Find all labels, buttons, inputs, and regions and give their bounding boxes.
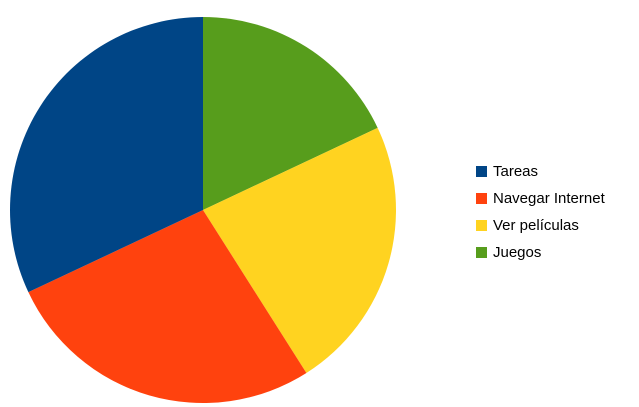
legend-label: Tareas bbox=[493, 163, 539, 180]
legend-label: Ver películas bbox=[493, 217, 579, 234]
legend-swatch bbox=[476, 193, 487, 204]
legend-item: Navegar Internet bbox=[476, 185, 605, 212]
legend: Tareas Navegar Internet Ver películas Juego… bbox=[476, 158, 605, 266]
legend-swatch bbox=[476, 166, 487, 177]
pie-chart bbox=[9, 17, 397, 404]
legend-item: Tareas bbox=[476, 158, 605, 185]
legend-swatch bbox=[476, 220, 487, 231]
pie-slice-tareas bbox=[9, 17, 204, 293]
legend-swatch bbox=[476, 247, 487, 258]
legend-label: Juegos bbox=[493, 244, 542, 261]
legend-item: Juegos bbox=[476, 239, 605, 266]
pie-slice-navegar-internet bbox=[28, 210, 307, 404]
legend-label: Navegar Internet bbox=[493, 190, 605, 207]
legend-item: Ver películas bbox=[476, 212, 605, 239]
pie-slice-ver-pel-culas bbox=[203, 127, 397, 373]
pie-slice-juegos bbox=[203, 17, 378, 210]
